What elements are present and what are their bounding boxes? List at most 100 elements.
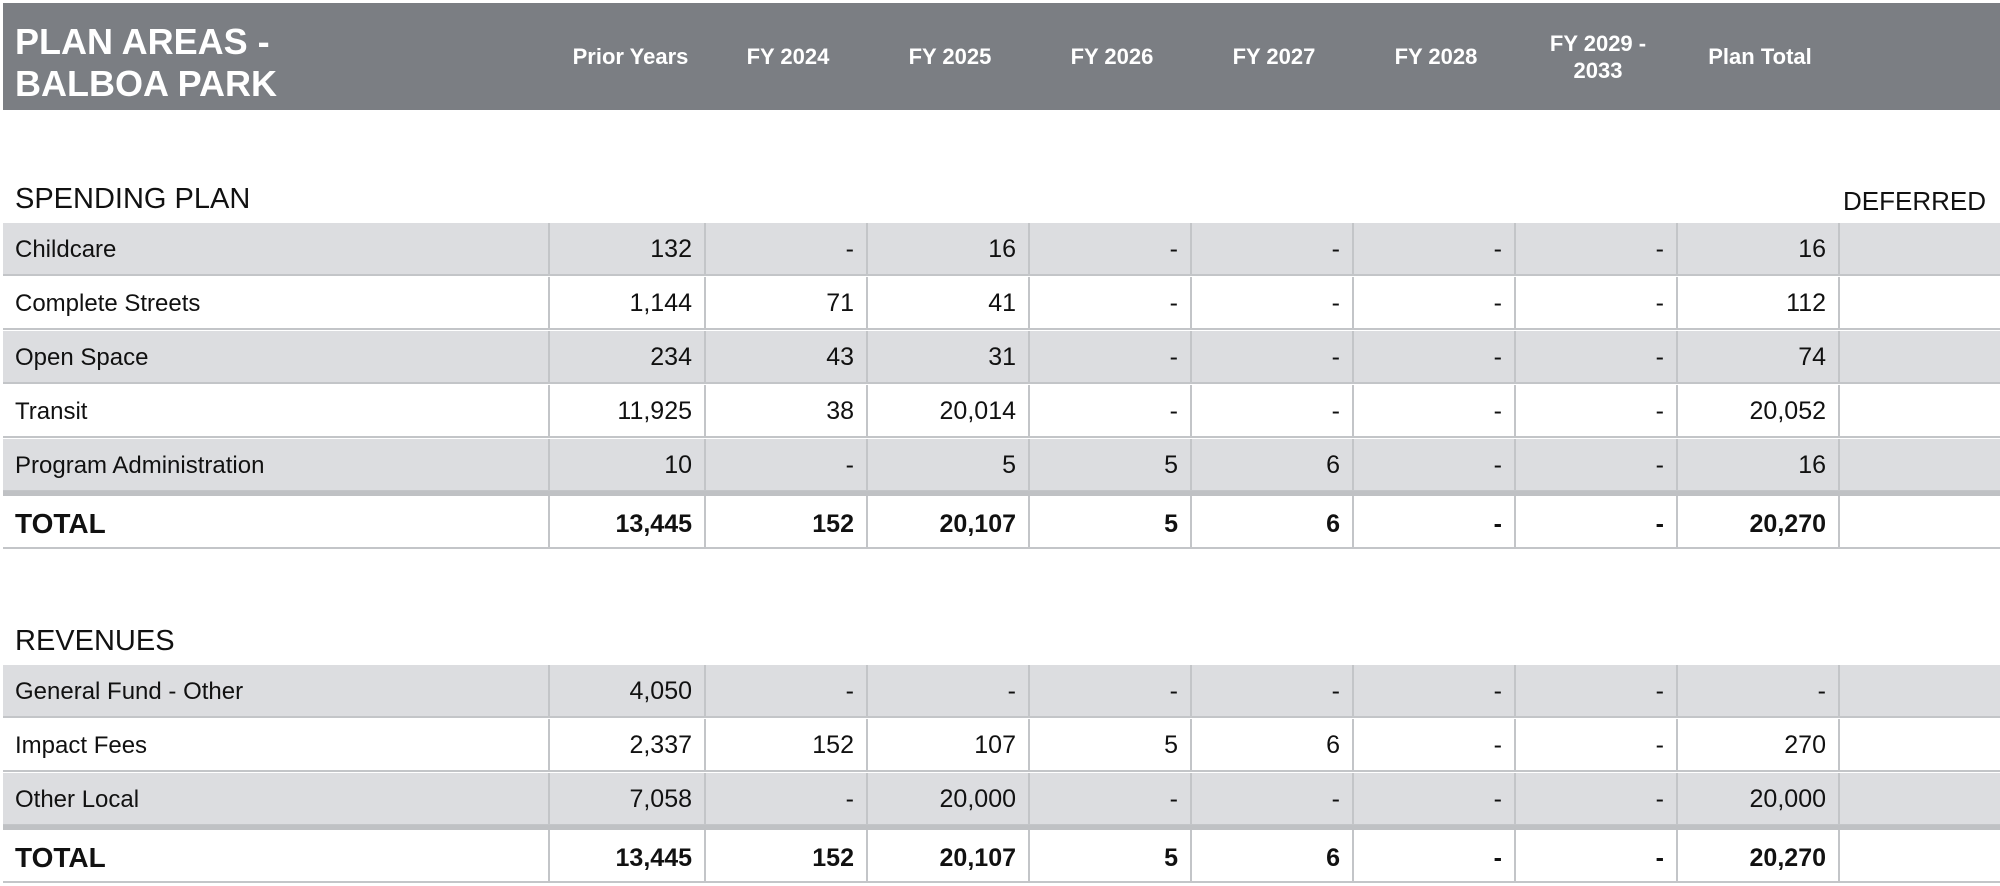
table-cell: 2,337 xyxy=(548,719,704,770)
table-cell: 20,270 xyxy=(1676,496,1838,547)
table-cell: 20,000 xyxy=(1676,773,1838,824)
table-cell: 20,000 xyxy=(866,773,1028,824)
row-label: Complete Streets xyxy=(15,290,201,317)
column-header-prior-years: Prior Years xyxy=(572,44,689,69)
table-cell: - xyxy=(1028,277,1190,328)
table-cell xyxy=(1838,719,1997,770)
table-cell: - xyxy=(1514,223,1676,274)
table-cell: 16 xyxy=(1676,439,1838,490)
table-row: Open Space 234 43 31- - - -74 xyxy=(3,331,2000,384)
title-line-2: BALBOA PARK xyxy=(15,63,277,104)
table-header: PLAN AREAS - BALBOA PARK Prior Years FY … xyxy=(3,3,2000,110)
table-cell: - xyxy=(1514,665,1676,716)
table-cell: - xyxy=(1352,665,1514,716)
table-cell: - xyxy=(1514,277,1676,328)
total-row: TOTAL 13,445 152 20,107 5 6- -20,270 xyxy=(3,830,2000,883)
table-cell: - xyxy=(1352,719,1514,770)
table-cell: 13,445 xyxy=(548,496,704,547)
table-cell: - xyxy=(1352,773,1514,824)
table-cell: - xyxy=(1190,385,1352,436)
table-cell: - xyxy=(704,223,866,274)
table-cell: 20,107 xyxy=(866,496,1028,547)
table-cell: 270 xyxy=(1676,719,1838,770)
column-header-fy2024: FY 2024 xyxy=(746,44,830,69)
table-cell: 20,270 xyxy=(1676,830,1838,881)
table-cell: - xyxy=(1028,665,1190,716)
row-label: TOTAL xyxy=(15,508,106,539)
table-cell: - xyxy=(704,665,866,716)
table-cell: - xyxy=(1028,223,1190,274)
table-cell: 20,052 xyxy=(1676,385,1838,436)
title-line-1: PLAN AREAS - xyxy=(15,21,270,62)
table-cell xyxy=(1838,385,1997,436)
table-cell xyxy=(1838,223,1997,274)
table-cell: 152 xyxy=(704,719,866,770)
table-cell xyxy=(1838,496,1997,547)
table-cell: - xyxy=(1352,331,1514,382)
table-row: Childcare 132-16- - - -16 xyxy=(3,223,2000,276)
table-cell: 6 xyxy=(1190,439,1352,490)
page-title: PLAN AREAS - BALBOA PARK xyxy=(15,21,435,105)
table-cell: 152 xyxy=(704,496,866,547)
table-cell: - xyxy=(1514,496,1676,547)
table-cell: 6 xyxy=(1190,719,1352,770)
table-cell: 20,107 xyxy=(866,830,1028,881)
table-cell: - xyxy=(1514,773,1676,824)
table-cell: 74 xyxy=(1676,331,1838,382)
table-cell: - xyxy=(1352,223,1514,274)
table-cell: 132 xyxy=(548,223,704,274)
table-cell xyxy=(1838,331,1997,382)
column-header-fy2029-2033: FY 2029 - 2033 xyxy=(1549,30,1647,83)
table-row: General Fund - Other 4,050- - - - - - - xyxy=(3,665,2000,718)
table-cell: 13,445 xyxy=(548,830,704,881)
table-cell: 31 xyxy=(866,331,1028,382)
table-cell: - xyxy=(704,773,866,824)
section-title-spending-plan: SPENDING PLAN xyxy=(15,183,251,215)
total-divider xyxy=(3,825,2000,831)
table-cell: - xyxy=(1352,385,1514,436)
table-cell: - xyxy=(1352,830,1514,881)
table-cell: 5 xyxy=(1028,719,1190,770)
table-cell: 5 xyxy=(1028,439,1190,490)
table-cell: 4,050 xyxy=(548,665,704,716)
table-cell xyxy=(1838,277,1997,328)
table-cell: - xyxy=(1190,331,1352,382)
table-row: Complete Streets 1,144 71 41- - - -112 xyxy=(3,277,2000,330)
table-cell xyxy=(1838,439,1997,490)
column-header-fy2028: FY 2028 xyxy=(1394,44,1478,69)
table-cell xyxy=(1838,665,1997,716)
table-row: Other Local 7,058-20,000- - - -20,000 xyxy=(3,773,2000,826)
table-cell: - xyxy=(1514,385,1676,436)
table-cell: - xyxy=(1676,665,1838,716)
table-cell: 6 xyxy=(1190,830,1352,881)
table-row: Transit 11,925 38 20,014- - - -20,052 xyxy=(3,385,2000,438)
table-cell: 6 xyxy=(1190,496,1352,547)
column-header-fy2026: FY 2026 xyxy=(1070,44,1154,69)
table-cell: - xyxy=(704,439,866,490)
table-cell: 5 xyxy=(866,439,1028,490)
table-cell: 5 xyxy=(1028,496,1190,547)
row-label: Impact Fees xyxy=(15,732,148,759)
table-cell: 71 xyxy=(704,277,866,328)
table-cell: - xyxy=(1514,719,1676,770)
total-divider xyxy=(3,491,2000,497)
table-cell: 112 xyxy=(1676,277,1838,328)
row-label: Other Local xyxy=(15,786,140,813)
table-row: Program Administration 10-5 5 6- -16 xyxy=(3,439,2000,492)
total-row: TOTAL 13,445 152 20,107 5 6- -20,270 xyxy=(3,496,2000,549)
table-cell: 5 xyxy=(1028,830,1190,881)
table-cell: - xyxy=(1352,277,1514,328)
table-cell: - xyxy=(1352,496,1514,547)
table-cell: - xyxy=(1190,223,1352,274)
table-cell: 152 xyxy=(704,830,866,881)
table-cell: 10 xyxy=(548,439,704,490)
table-cell: - xyxy=(1514,439,1676,490)
table-cell: 107 xyxy=(866,719,1028,770)
table-cell: 16 xyxy=(866,223,1028,274)
table-cell xyxy=(1838,773,1997,824)
row-label: Program Administration xyxy=(15,452,265,479)
table-cell: - xyxy=(1190,277,1352,328)
row-label: TOTAL xyxy=(15,842,106,873)
column-header-deferred: DEFERRED xyxy=(1842,186,1986,216)
table-cell: - xyxy=(1190,773,1352,824)
